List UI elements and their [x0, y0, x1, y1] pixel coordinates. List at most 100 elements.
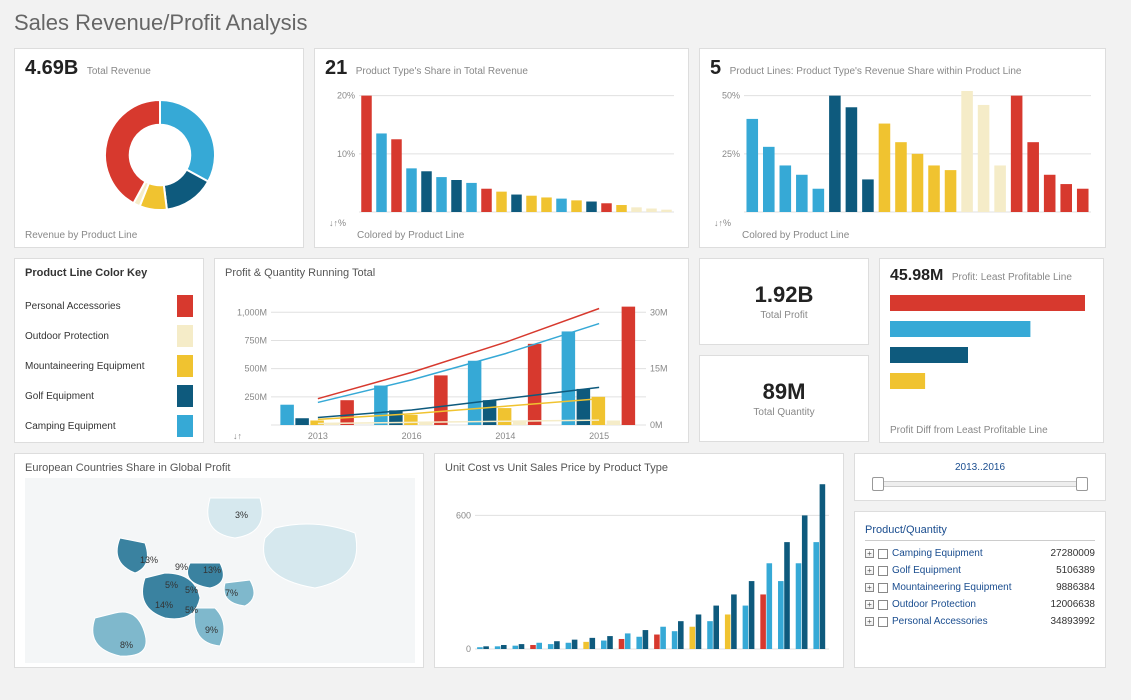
panel-year-slider[interactable]: 2013..2016: [854, 453, 1106, 501]
tree-row[interactable]: + Outdoor Protection 12006638: [865, 596, 1095, 613]
slider-track[interactable]: [873, 481, 1087, 487]
svg-text:25%: 25%: [722, 149, 740, 159]
svg-text:14%: 14%: [155, 600, 173, 610]
panel-color-key: Product Line Color Key Personal Accessor…: [14, 258, 204, 443]
svg-text:9%: 9%: [205, 625, 218, 635]
slider-handle-right[interactable]: [1076, 477, 1088, 491]
svg-text:600: 600: [456, 510, 471, 520]
running-chart[interactable]: 1,000M750M500M250M30M15M0M20132016201420…: [225, 295, 680, 445]
scatter-title: Unit Cost vs Unit Sales Price by Product…: [445, 462, 833, 474]
cost-price-chart[interactable]: 6000: [445, 478, 835, 663]
expand-icon[interactable]: +: [865, 600, 874, 609]
panel-revenue-donut: 4.69B Total Revenue Revenue by Product L…: [14, 48, 304, 248]
legend-swatch: [177, 325, 193, 347]
page-title: Sales Revenue/Profit Analysis: [14, 10, 1117, 36]
slider-handle-left[interactable]: [872, 477, 884, 491]
row-1: 4.69B Total Revenue Revenue by Product L…: [14, 48, 1117, 248]
types-count-value: 21: [325, 57, 347, 79]
total-revenue-value: 4.69B: [25, 57, 78, 79]
panel-profit-diff: 45.98M Profit: Least Profitable Line Pro…: [879, 258, 1104, 443]
lines-caption: Colored by Product Line: [742, 230, 849, 241]
legend-item-label: Outdoor Protection: [25, 331, 109, 342]
donut-caption: Revenue by Product Line: [25, 230, 137, 241]
panel-total-profit: 1.92B Total Profit: [699, 258, 869, 345]
legend-item[interactable]: Golf Equipment: [25, 385, 193, 407]
tree-row[interactable]: +Personal Accessories34893992: [865, 613, 1095, 630]
panel-product-line-share: 5 Product Lines: Product Type's Revenue …: [699, 48, 1106, 248]
svg-text:2015: 2015: [589, 431, 609, 441]
legend-item[interactable]: Personal Accessories: [25, 295, 193, 317]
total-quantity-label: Total Quantity: [710, 407, 858, 418]
legend-item-label: Golf Equipment: [25, 391, 94, 402]
tree-row-label: Mountaineering Equipment: [892, 582, 1052, 593]
total-profit-label: Total Profit: [710, 310, 858, 321]
tree-row-label: Outdoor Protection: [892, 599, 1047, 610]
expand-icon[interactable]: +: [865, 566, 874, 575]
svg-text:13%: 13%: [140, 555, 158, 565]
svg-text:15M: 15M: [650, 364, 668, 374]
profit-diff-chart[interactable]: [890, 285, 1095, 405]
legend-item[interactable]: Mountaineering Equipment: [25, 355, 193, 377]
lines-bar-chart[interactable]: 50%25%↓↑%: [710, 80, 1097, 230]
tree-row-value: 5106389: [1056, 565, 1095, 576]
legend-item[interactable]: Camping Equipment: [25, 415, 193, 437]
slider-label: 2013..2016: [865, 462, 1095, 473]
checkbox[interactable]: [878, 549, 888, 559]
svg-text:2016: 2016: [402, 431, 422, 441]
svg-text:5%: 5%: [165, 580, 178, 590]
svg-text:750M: 750M: [244, 335, 267, 345]
svg-text:8%: 8%: [120, 640, 133, 650]
tree-row-value: 12006638: [1051, 599, 1096, 610]
types-caption: Colored by Product Line: [357, 230, 464, 241]
map-title: European Countries Share in Global Profi…: [25, 462, 413, 474]
total-revenue-label: Total Revenue: [87, 66, 151, 77]
checkbox[interactable]: [878, 617, 888, 627]
panel-unit-cost-price: Unit Cost vs Unit Sales Price by Product…: [434, 453, 844, 668]
svg-text:3%: 3%: [235, 510, 248, 520]
legend-item-label: Mountaineering Equipment: [25, 361, 145, 372]
svg-text:7%: 7%: [225, 588, 238, 598]
europe-map[interactable]: 3%13%9%13%5%5%7%14%5%9%8%: [25, 478, 415, 663]
legend-title: Product Line Color Key: [25, 267, 193, 279]
profit-diff-caption: Profit Diff from Least Profitable Line: [890, 425, 1048, 436]
svg-text:↓↑%: ↓↑%: [714, 218, 731, 228]
lines-count-value: 5: [710, 57, 721, 79]
tree-row[interactable]: + Golf Equipment 5106389: [865, 562, 1095, 579]
tree-row[interactable]: +Camping Equipment27280009: [865, 545, 1095, 562]
total-quantity-value: 89M: [710, 379, 858, 405]
panel-product-type-share: 21 Product Type's Share in Total Revenue…: [314, 48, 689, 248]
total-profit-value: 1.92B: [710, 282, 858, 308]
svg-text:5%: 5%: [185, 585, 198, 595]
lines-count-label: Product Lines: Product Type's Revenue Sh…: [730, 66, 1022, 77]
svg-text:1,000M: 1,000M: [237, 307, 267, 317]
expand-icon[interactable]: +: [865, 583, 874, 592]
types-bar-chart[interactable]: 20%10%↓↑%: [325, 80, 680, 230]
donut-chart[interactable]: [25, 80, 295, 230]
svg-text:↓↑: ↓↑: [233, 431, 242, 441]
checkbox[interactable]: [878, 566, 888, 576]
legend-swatch: [177, 385, 193, 407]
panel-running-total: Profit & Quantity Running Total 1,000M 75…: [214, 258, 689, 443]
kpi-column: 1.92B Total Profit 89M Total Quantity: [699, 258, 869, 443]
expand-icon[interactable]: +: [865, 549, 874, 558]
tree-row-label: Golf Equipment: [892, 565, 1052, 576]
least-profit-label: Profit: Least Profitable Line: [952, 272, 1072, 283]
tree-header: Product/Quantity: [865, 520, 1095, 541]
legend-item[interactable]: Outdoor Protection: [25, 325, 193, 347]
running-title: Profit & Quantity Running Total: [225, 267, 678, 279]
svg-text:30M: 30M: [650, 307, 668, 317]
tree-row-label: Personal Accessories: [892, 616, 1047, 627]
checkbox[interactable]: [878, 600, 888, 610]
expand-icon[interactable]: +: [865, 617, 874, 626]
panel-europe-map: European Countries Share in Global Profi…: [14, 453, 424, 668]
svg-text:0M: 0M: [650, 420, 663, 430]
tree-row[interactable]: +Mountaineering Equipment9886384: [865, 579, 1095, 596]
svg-text:↓↑%: ↓↑%: [329, 218, 346, 228]
row-3: European Countries Share in Global Profi…: [14, 453, 1117, 668]
checkbox[interactable]: [878, 583, 888, 593]
svg-text:9%: 9%: [175, 562, 188, 572]
filter-column: 2013..2016 Product/Quantity + Camping Equ…: [854, 453, 1106, 668]
types-count-label: Product Type's Share in Total Revenue: [356, 66, 528, 77]
legend-item-label: Personal Accessories: [25, 301, 121, 312]
tree-row-label: Camping Equipment: [892, 548, 1047, 559]
